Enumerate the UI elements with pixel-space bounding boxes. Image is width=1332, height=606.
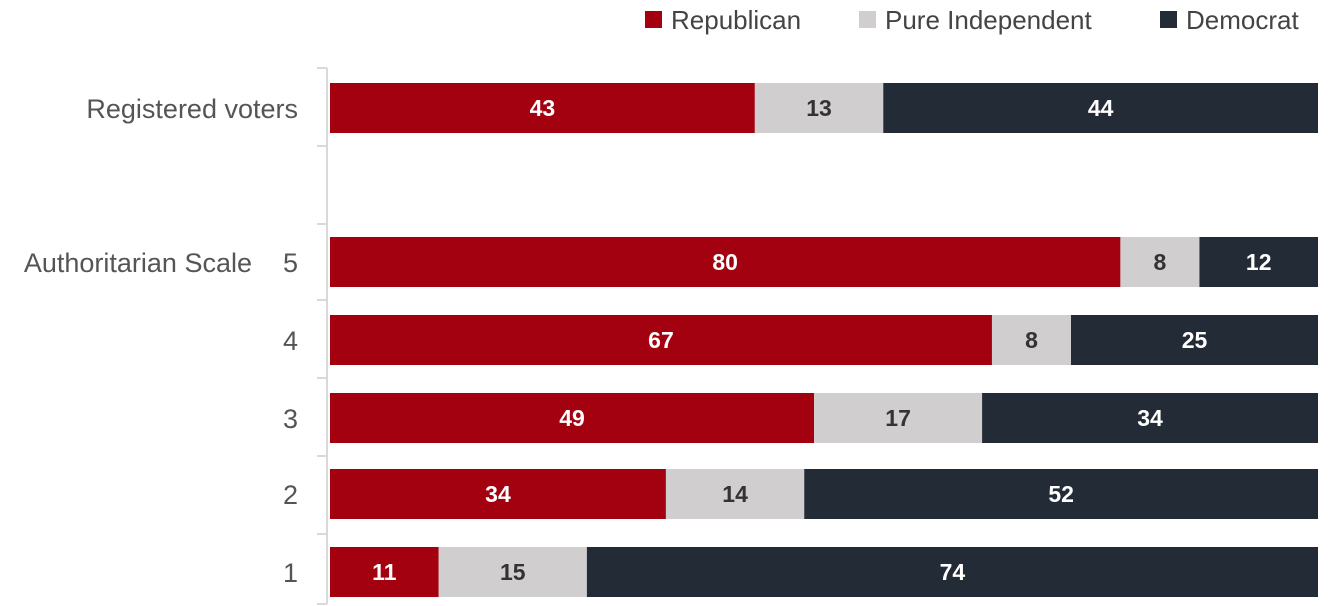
- bar-1-series-0: [330, 237, 1121, 287]
- bar-value-label: 12: [1246, 249, 1272, 275]
- bar-2-series-0: [330, 315, 992, 365]
- category-label: 1: [283, 558, 298, 588]
- legend-label: Democrat: [1186, 5, 1299, 35]
- bar-value-label: 17: [885, 405, 911, 431]
- bar-value-label: 8: [1154, 249, 1167, 275]
- category-label: 2: [283, 480, 298, 510]
- bar-value-label: 44: [1088, 95, 1114, 121]
- bar-value-label: 13: [806, 95, 832, 121]
- bar-5-series-1: [438, 547, 587, 597]
- group-label: Authoritarian Scale: [24, 248, 252, 278]
- bar-3-series-2: [982, 393, 1318, 443]
- bar-5-series-0: [330, 547, 439, 597]
- legend-label: Pure Independent: [885, 5, 1093, 35]
- legend: Republican Pure Independent Democrat: [645, 5, 1299, 35]
- category-axis: [317, 67, 328, 605]
- bar-0-series-2: [883, 83, 1318, 133]
- bar-2-series-2: [1071, 315, 1318, 365]
- legend-label: Republican: [671, 5, 801, 35]
- bar-value-label: 8: [1025, 327, 1038, 353]
- bar-5-series-2: [586, 547, 1318, 597]
- category-label: 3: [283, 404, 298, 434]
- bar-2-series-1: [991, 315, 1071, 365]
- bar-3-series-0: [330, 393, 815, 443]
- category-labels: Authoritarian Scale Registered voters 5 4 3…: [24, 94, 298, 588]
- bars: 43 13 44 80 8 12 67 8 25 49 17 34 34 14 52 11 15 74: [330, 83, 1318, 597]
- category-label: 5: [283, 248, 298, 278]
- bar-3-series-1: [814, 393, 983, 443]
- bar-value-label: 14: [722, 481, 748, 507]
- bar-value-label: 67: [648, 327, 674, 353]
- bar-value-label: 74: [940, 559, 966, 585]
- bar-4-series-1: [665, 469, 805, 519]
- bar-4-series-2: [804, 469, 1318, 519]
- bar-1-series-1: [1120, 237, 1200, 287]
- bar-value-label: 49: [559, 405, 585, 431]
- category-label: Registered voters: [86, 94, 298, 124]
- bar-value-label: 11: [372, 559, 397, 585]
- bar-1-series-2: [1199, 237, 1318, 287]
- legend-swatch: [645, 11, 662, 28]
- bar-value-label: 34: [1137, 405, 1163, 431]
- bar-value-label: 34: [485, 481, 511, 507]
- bar-value-label: 15: [500, 559, 526, 585]
- bar-value-label: 52: [1048, 481, 1074, 507]
- bar-0-series-1: [754, 83, 884, 133]
- bar-value-label: 80: [712, 249, 738, 275]
- category-label: 4: [283, 326, 298, 356]
- legend-swatch: [1160, 11, 1177, 28]
- legend-swatch: [859, 11, 876, 28]
- bar-4-series-0: [330, 469, 666, 519]
- bar-value-label: 25: [1182, 327, 1208, 353]
- bar-0-series-0: [330, 83, 755, 133]
- bar-value-label: 43: [530, 95, 556, 121]
